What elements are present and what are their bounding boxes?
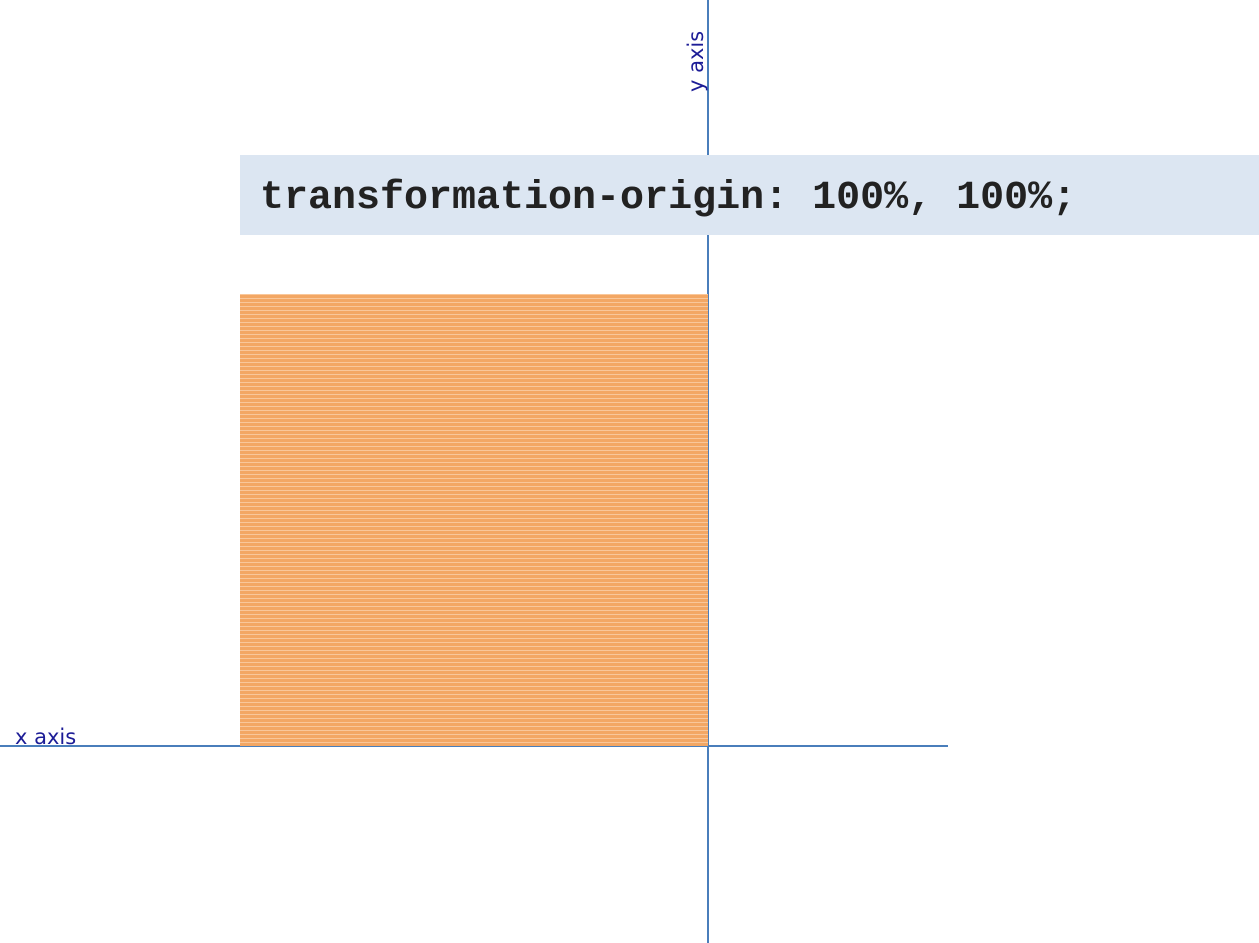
x-axis-label: x axis [15, 725, 76, 749]
y-axis-label: y axis [684, 31, 708, 92]
code-box [240, 155, 1259, 235]
code-text: transformation-origin: 100%, 100%; [260, 176, 1076, 221]
orange-square [240, 294, 708, 746]
